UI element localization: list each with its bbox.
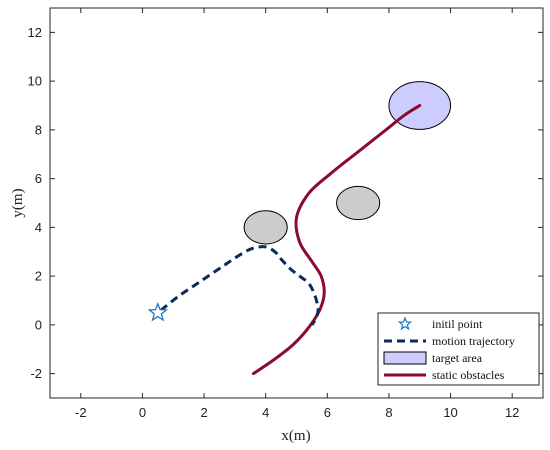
obstacle-circle	[336, 185, 381, 221]
y-tick-label: 10	[28, 74, 42, 89]
plot-lines	[147, 104, 422, 376]
initial-point-star	[147, 301, 169, 322]
x-axis-label: x(m)	[281, 428, 310, 444]
x-tick-label: 4	[262, 405, 269, 420]
y-tick-label: -2	[30, 366, 42, 381]
legend-label: motion trajectory	[432, 334, 515, 348]
legend-label: initil point	[432, 317, 483, 331]
x-tick-label: 6	[324, 405, 331, 420]
y-tick-label: 12	[28, 25, 42, 40]
legend-patch-icon	[383, 351, 427, 365]
y-tick-label: 8	[35, 122, 42, 137]
y-axis-ticks: -2 0 2 4 6 8 10 12	[28, 25, 543, 381]
x-tick-label: 2	[200, 405, 207, 420]
y-tick-label: 4	[35, 220, 42, 235]
y-tick-label: 2	[35, 269, 42, 284]
legend-label: static obstacles	[432, 368, 505, 382]
red-path-line	[251, 104, 422, 376]
y-tick-label: 0	[35, 317, 42, 332]
x-tick-label: 8	[385, 405, 392, 420]
motion-trajectory-line	[159, 245, 320, 326]
x-tick-label: 10	[443, 405, 457, 420]
y-tick-label: 6	[35, 171, 42, 186]
y-axis-label: y(m)	[10, 188, 26, 217]
legend-label: target area	[432, 351, 483, 365]
x-tick-label: -2	[75, 405, 87, 420]
x-tick-label: 12	[505, 405, 519, 420]
legend-star-icon	[397, 316, 413, 331]
x-tick-label: 0	[139, 405, 146, 420]
obstacle-circle	[243, 210, 288, 245]
x-axis-ticks: -2 0 2 4 6 8 10 12	[75, 8, 519, 420]
legend: initil point motion trajectory target area…	[377, 312, 540, 386]
